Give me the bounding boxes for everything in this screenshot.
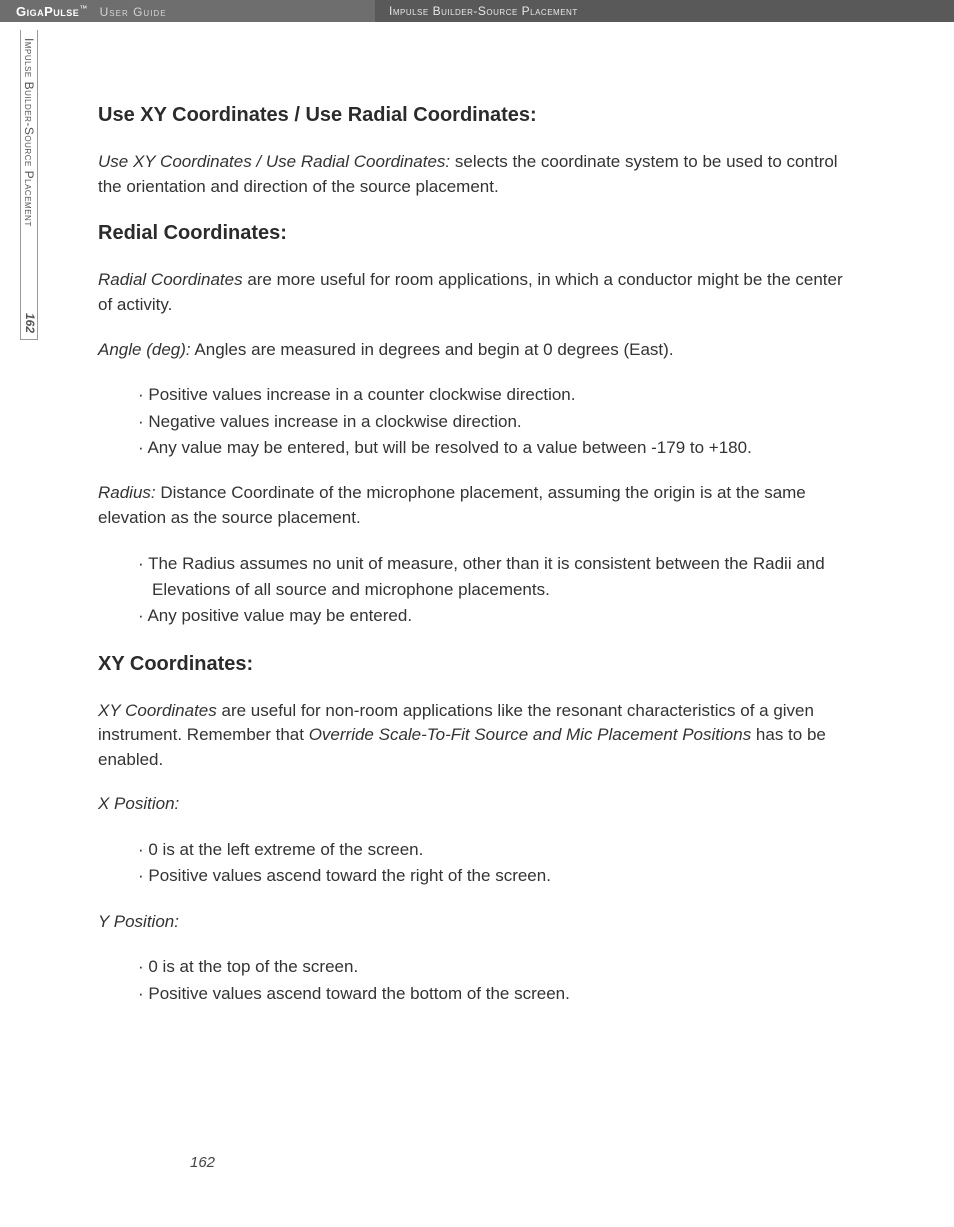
para-radial: Radial Coordinates are more useful for r… xyxy=(98,268,858,317)
list-item: · Any value may be entered, but will be … xyxy=(138,435,858,461)
brand-name: GigaPulse xyxy=(16,4,79,19)
label-xpos: X Position: xyxy=(98,792,858,817)
trademark: ™ xyxy=(79,4,88,13)
para-xy: XY Coordinates are useful for non-room a… xyxy=(98,699,858,773)
para-radius-term: Radius: xyxy=(98,483,156,502)
para-intro-term: Use XY Coordinates / Use Radial Coordina… xyxy=(98,152,450,171)
para-radius: Radius: Distance Coordinate of the micro… xyxy=(98,481,858,530)
para-angle: Angle (deg): Angles are measured in degr… xyxy=(98,338,858,363)
header-bar: GigaPulse™ User Guide Impulse Builder-So… xyxy=(0,0,954,22)
list-angle: · Positive values increase in a counter … xyxy=(138,382,858,461)
heading-xy: XY Coordinates: xyxy=(98,650,858,679)
page-content: Use XY Coordinates / Use Radial Coordina… xyxy=(98,95,858,1027)
heading-xy-radial: Use XY Coordinates / Use Radial Coordina… xyxy=(98,101,858,130)
header-section: Impulse Builder-Source Placement xyxy=(375,0,954,22)
para-angle-term: Angle (deg): xyxy=(98,340,191,359)
side-tab: Impulse Builder-Source Placement 162 xyxy=(20,30,38,340)
list-item: · Positive values increase in a counter … xyxy=(138,382,858,408)
header-left: GigaPulse™ User Guide xyxy=(0,4,375,19)
list-item: · Positive values ascend toward the righ… xyxy=(138,863,858,889)
list-item: · The Radius assumes no unit of measure,… xyxy=(138,551,858,604)
para-xy-term: XY Coordinates xyxy=(98,701,217,720)
side-tab-label: Impulse Builder-Source Placement xyxy=(21,30,36,310)
list-radius: · The Radius assumes no unit of measure,… xyxy=(138,551,858,630)
list-item: · 0 is at the left extreme of the screen… xyxy=(138,837,858,863)
side-tab-page: 162 xyxy=(23,313,37,333)
list-ypos: · 0 is at the top of the screen. · Posit… xyxy=(138,954,858,1007)
list-item: · Negative values increase in a clockwis… xyxy=(138,409,858,435)
para-xy-override: Override Scale-To-Fit Source and Mic Pla… xyxy=(309,725,752,744)
list-item: · 0 is at the top of the screen. xyxy=(138,954,858,980)
list-item: · Positive values ascend toward the bott… xyxy=(138,981,858,1007)
para-angle-rest: Angles are measured in degrees and begin… xyxy=(191,340,674,359)
guide-label: User Guide xyxy=(100,5,167,19)
heading-radial: Redial Coordinates: xyxy=(98,219,858,248)
para-radial-term: Radial Coordinates xyxy=(98,270,243,289)
para-radius-rest: Distance Coordinate of the microphone pl… xyxy=(98,483,806,527)
para-intro: Use XY Coordinates / Use Radial Coordina… xyxy=(98,150,858,199)
list-xpos: · 0 is at the left extreme of the screen… xyxy=(138,837,858,890)
label-ypos: Y Position: xyxy=(98,910,858,935)
page-number: 162 xyxy=(190,1154,215,1171)
list-item: · Any positive value may be entered. xyxy=(138,603,858,629)
